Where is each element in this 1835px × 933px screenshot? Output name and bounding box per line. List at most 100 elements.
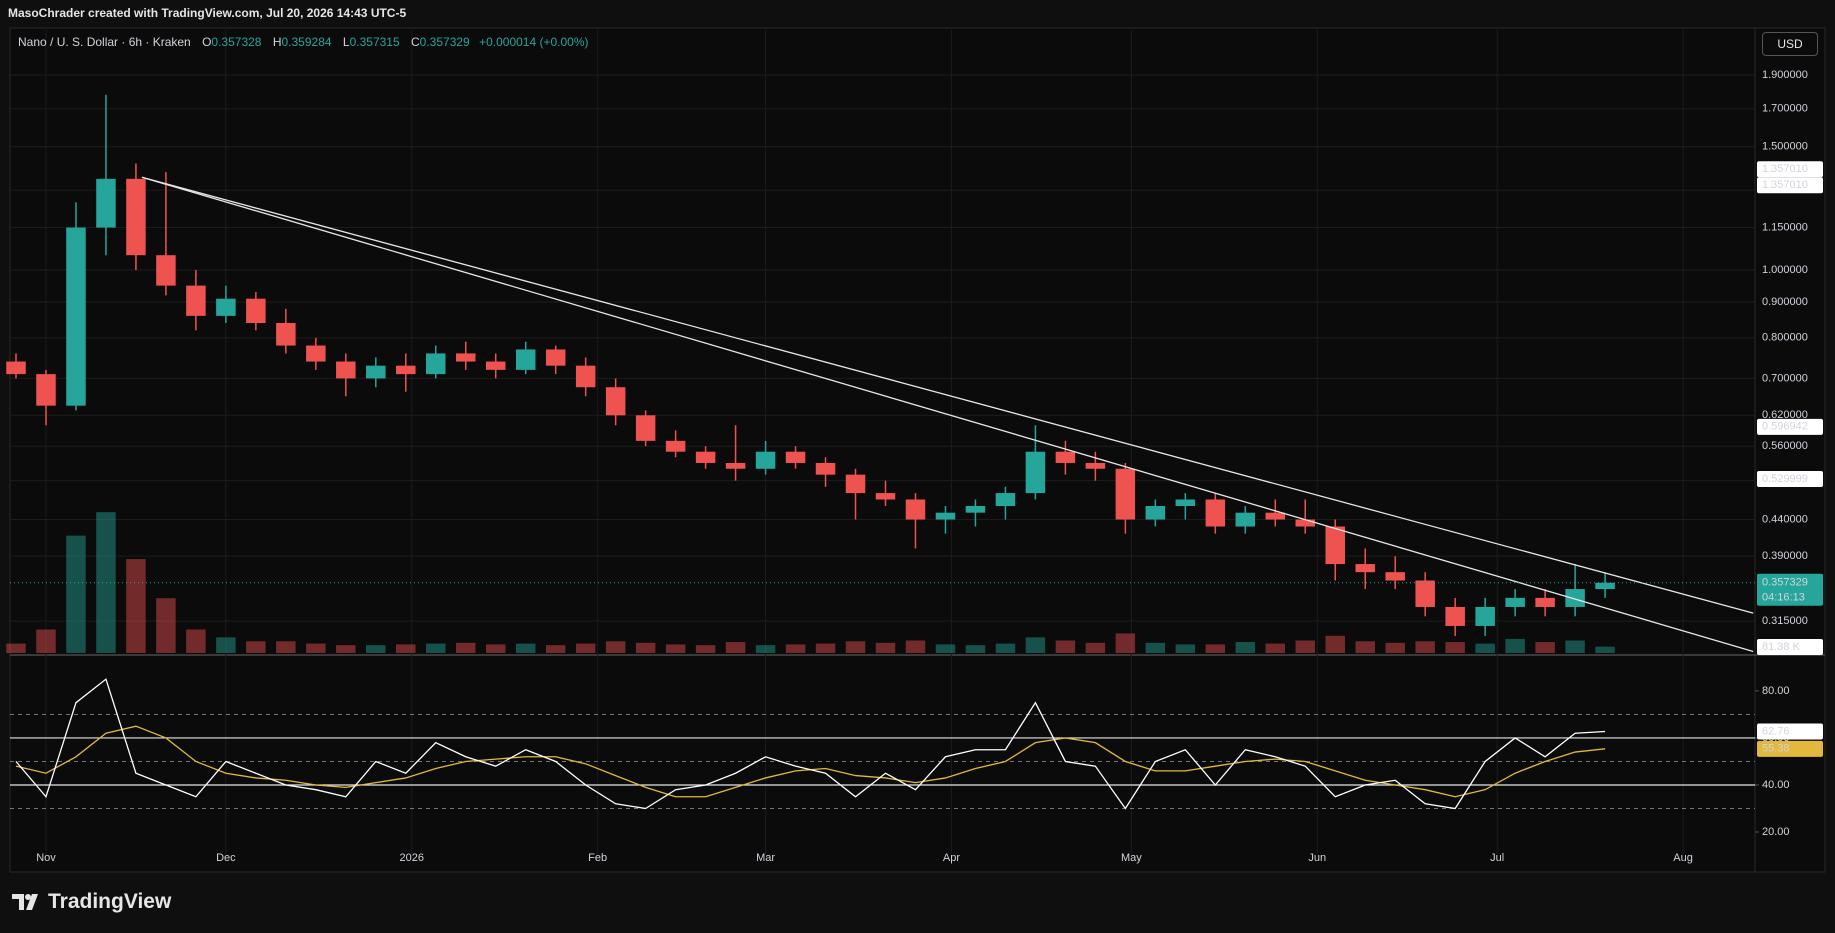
candle-body xyxy=(1445,606,1465,626)
o-label: O xyxy=(202,35,212,49)
volume-bar xyxy=(635,642,656,653)
volume-bar xyxy=(575,643,596,653)
volume-bar xyxy=(6,643,26,653)
candle-body xyxy=(6,361,26,375)
candle-body xyxy=(605,387,626,416)
candle-body xyxy=(1565,589,1585,607)
volume-bar xyxy=(1565,640,1585,653)
candle-body xyxy=(156,255,176,286)
l-value: 0.357315 xyxy=(349,35,400,49)
candle-body xyxy=(1205,499,1226,527)
volume-bar xyxy=(1205,644,1226,653)
volume-bar xyxy=(485,644,506,653)
candle-body xyxy=(1025,451,1046,494)
volume-label: 81.38 K xyxy=(1762,641,1801,653)
x-tick-label: Apr xyxy=(943,852,960,864)
logo-icon xyxy=(12,894,38,910)
x-tick-label: Jun xyxy=(1308,852,1326,864)
y-tick-label: 0.560000 xyxy=(1762,440,1808,452)
last-price-label: 0.357329 xyxy=(1762,577,1808,589)
candle-body xyxy=(126,178,146,256)
volume-bar xyxy=(276,641,296,653)
x-tick-label: Jul xyxy=(1490,852,1504,864)
y-tick-label: 1.900000 xyxy=(1762,69,1808,81)
y-tick-label: 0.390000 xyxy=(1762,550,1808,562)
candle-body xyxy=(455,353,476,362)
x-tick-label: Dec xyxy=(216,852,236,864)
rsi-values xyxy=(15,678,1606,810)
candle-body xyxy=(485,361,506,370)
candle-body xyxy=(635,415,656,441)
volume-bar xyxy=(725,642,746,653)
y-tick-label: 0.900000 xyxy=(1762,296,1808,308)
rsi-ma-last: 55.38 xyxy=(1762,743,1790,755)
candle-body xyxy=(36,374,56,406)
candle-body xyxy=(785,451,806,463)
brand-name: TradingView xyxy=(48,890,172,913)
x-tick-label: May xyxy=(1121,852,1142,864)
volume-bar xyxy=(1445,642,1465,653)
price-label: 1.357010 xyxy=(1762,163,1808,175)
volume-bar xyxy=(1325,635,1345,653)
volume-bar xyxy=(1115,633,1136,653)
trend-line xyxy=(141,176,1754,614)
candle-body xyxy=(1325,526,1345,565)
candle-body xyxy=(845,474,866,494)
candle-body xyxy=(1355,564,1375,573)
price-label-box xyxy=(1757,418,1823,435)
candle-body xyxy=(1145,506,1166,520)
candle-body xyxy=(665,440,686,452)
volume-bar xyxy=(1385,642,1405,653)
x-tick-label: Aug xyxy=(1673,852,1693,864)
header: MasoChrader created with TradingView.com… xyxy=(8,6,407,20)
volume-bar xyxy=(755,645,776,653)
candle-body xyxy=(995,493,1016,507)
volume-bar xyxy=(1415,641,1435,653)
candle-body xyxy=(426,353,446,375)
candle-body xyxy=(1115,468,1136,520)
countdown: 04:16:13 xyxy=(1762,592,1805,604)
price-label-box xyxy=(1757,177,1823,194)
volume-bar xyxy=(306,643,326,653)
currency-button[interactable]: USD xyxy=(1762,32,1818,56)
x-tick-label: 2026 xyxy=(400,852,424,864)
volume-bar xyxy=(1025,637,1046,653)
volume-bar xyxy=(455,642,476,653)
y-tick-label: 1.150000 xyxy=(1762,221,1808,233)
volume-bar xyxy=(995,643,1016,653)
volume-bar xyxy=(1235,642,1256,653)
candle-body xyxy=(1265,512,1286,520)
volume-bar xyxy=(965,645,986,653)
rsi-tick-label: 20.00 xyxy=(1762,826,1790,838)
candle-body xyxy=(1055,451,1076,463)
volume-bar xyxy=(426,643,446,653)
y-tick-label: 0.440000 xyxy=(1762,513,1808,525)
chart-frame xyxy=(9,27,1826,873)
volume-bar xyxy=(1265,643,1286,653)
candle-body xyxy=(755,451,776,469)
candle-body xyxy=(306,345,326,362)
trend-line xyxy=(141,176,1754,653)
volume-bar xyxy=(1295,640,1316,653)
y-tick-label: 0.620000 xyxy=(1762,409,1808,421)
volume-bar xyxy=(216,637,236,653)
y-tick-label: 0.800000 xyxy=(1762,332,1808,344)
rsi-tick-label: 80.00 xyxy=(1762,685,1790,697)
candle-body xyxy=(1295,519,1316,527)
rsi-ma-last-box xyxy=(1757,740,1823,757)
symbol: Nano / U. S. Dollar · 6h · Kraken xyxy=(18,35,191,49)
volume-bar xyxy=(1475,643,1495,653)
y-tick-label: 0.315000 xyxy=(1762,615,1808,627)
candle-body xyxy=(276,323,296,346)
volume-bar xyxy=(605,641,626,653)
candle-body xyxy=(575,365,596,388)
volume-bar xyxy=(665,644,686,653)
rsi-last-box xyxy=(1757,723,1823,740)
candle-body xyxy=(1415,580,1435,607)
change: +0.000014 (+0.00%) xyxy=(479,35,589,49)
price-label-box xyxy=(1757,161,1823,178)
price-label: 1.357010 xyxy=(1762,179,1808,191)
rsi-tick-label: 40.00 xyxy=(1762,779,1790,791)
volume-bar xyxy=(66,535,86,653)
volume-bar xyxy=(905,640,926,653)
